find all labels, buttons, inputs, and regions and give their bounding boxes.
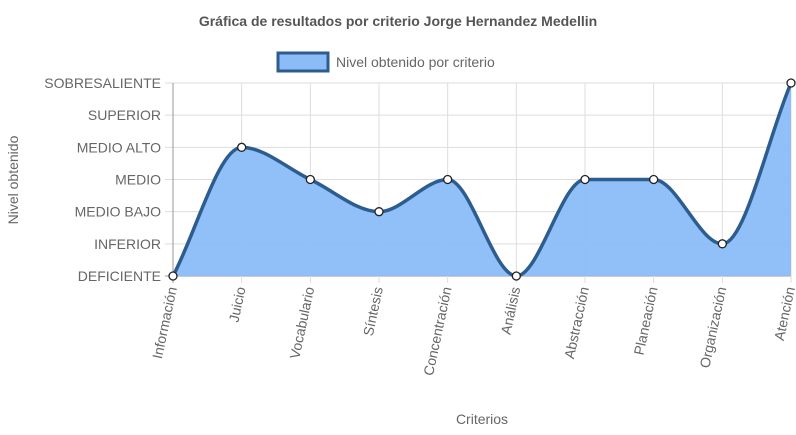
- x-tick-label: Síntesis: [360, 285, 386, 337]
- y-tick-label: MEDIO: [115, 172, 161, 188]
- x-tick-label: Planeación: [631, 285, 661, 356]
- area-fill: [173, 83, 791, 276]
- y-tick-labels: DEFICIENTE INFERIOR MEDIO BAJO MEDIO MEDIO A…: [44, 75, 161, 284]
- x-tick-labels: Información Juicio Vocabulario Síntesis Conc…: [149, 285, 796, 377]
- y-tick-label: MEDIO ALTO: [77, 139, 161, 155]
- data-point[interactable]: [305, 174, 315, 185]
- data-point[interactable]: [786, 78, 796, 88]
- x-axis-label: Criterios: [456, 411, 508, 427]
- data-point[interactable]: [237, 142, 247, 152]
- series-line: [171, 82, 793, 278]
- data-point[interactable]: [443, 174, 453, 185]
- y-axis-label: Nivel obtenido: [5, 135, 21, 224]
- x-tick-label: Organización: [696, 285, 729, 369]
- data-point[interactable]: [649, 174, 659, 185]
- x-tick-label: Juicio: [226, 285, 249, 324]
- x-tick-label: Análisis: [498, 285, 524, 336]
- y-tick-label: INFERIOR: [94, 236, 161, 252]
- y-tick-label: SOBRESALIENTE: [44, 75, 161, 91]
- y-tick-label: DEFICIENTE: [78, 268, 161, 284]
- x-tick-label: Vocabulario: [286, 285, 317, 360]
- chart-title: Gráfica de resultados por criterio Jorge…: [199, 13, 597, 29]
- legend[interactable]: Nivel obtenido por criterio: [276, 51, 495, 73]
- x-tick-label: Atención: [771, 285, 796, 342]
- data-point[interactable]: [168, 271, 178, 281]
- data-point[interactable]: [511, 271, 521, 281]
- y-tick-label: MEDIO BAJO: [75, 204, 161, 220]
- area-series: [171, 82, 793, 278]
- data-point[interactable]: [580, 174, 590, 185]
- data-point[interactable]: [374, 207, 384, 217]
- legend-swatch: [276, 51, 330, 73]
- data-point[interactable]: [717, 239, 727, 249]
- y-tick-label: SUPERIOR: [88, 107, 161, 123]
- data-points: [168, 78, 796, 281]
- x-tick-label: Abstracción: [561, 285, 592, 360]
- legend-label: Nivel obtenido por criterio: [336, 54, 495, 70]
- x-tick-label: Concentración: [420, 285, 454, 377]
- x-tick-label: Información: [149, 285, 180, 360]
